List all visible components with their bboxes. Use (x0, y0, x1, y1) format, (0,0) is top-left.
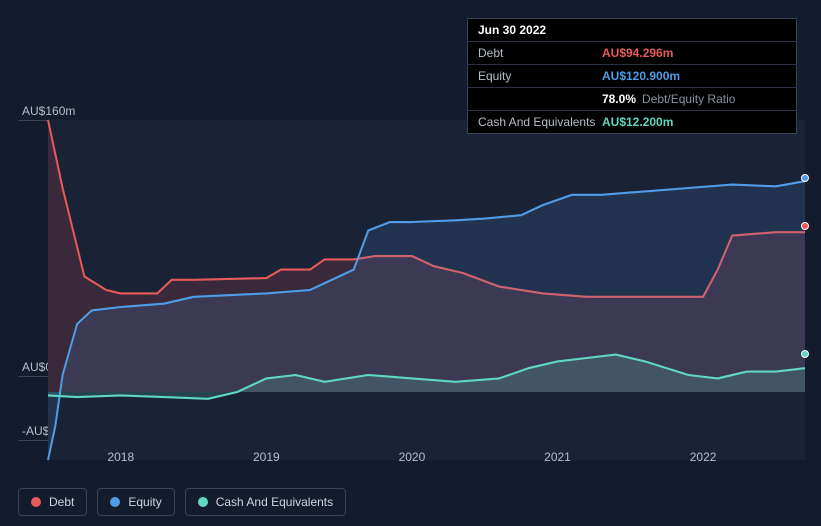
legend-swatch (198, 497, 208, 507)
legend-item[interactable]: Cash And Equivalents (185, 488, 346, 516)
tooltip-extra: Debt/Equity Ratio (642, 92, 735, 106)
series-end-marker (801, 222, 809, 230)
series-end-marker (801, 350, 809, 358)
series-end-marker (801, 174, 809, 182)
legend-swatch (110, 497, 120, 507)
legend-label: Equity (128, 495, 161, 509)
tooltip-row: Cash And Equivalents AU$12.200m (468, 111, 796, 133)
x-axis-label: 2021 (544, 450, 571, 464)
x-axis-label: 2018 (107, 450, 134, 464)
tooltip-label (478, 92, 602, 106)
x-axis-label: 2019 (253, 450, 280, 464)
legend-item[interactable]: Debt (18, 488, 87, 516)
chart-plot-area (18, 120, 805, 460)
chart-tooltip: Jun 30 2022 Debt AU$94.296m Equity AU$12… (467, 18, 797, 134)
tooltip-label: Debt (478, 46, 602, 60)
tooltip-value: AU$12.200m (602, 115, 673, 129)
tooltip-date: Jun 30 2022 (478, 23, 546, 37)
tooltip-value: 78.0% (602, 92, 636, 106)
tooltip-label: Equity (478, 69, 602, 83)
legend-label: Cash And Equivalents (216, 495, 333, 509)
tooltip-row: 78.0% Debt/Equity Ratio (468, 88, 796, 111)
x-axis-label: 2020 (399, 450, 426, 464)
tooltip-value: AU$120.900m (602, 69, 680, 83)
legend-label: Debt (49, 495, 74, 509)
tooltip-value: AU$94.296m (602, 46, 673, 60)
y-axis-label: AU$160m (22, 104, 75, 118)
tooltip-label: Cash And Equivalents (478, 115, 602, 129)
tooltip-row: Debt AU$94.296m (468, 42, 796, 65)
chart-legend: Debt Equity Cash And Equivalents (18, 488, 346, 516)
legend-swatch (31, 497, 41, 507)
tooltip-row: Equity AU$120.900m (468, 65, 796, 88)
x-axis-label: 2022 (690, 450, 717, 464)
legend-item[interactable]: Equity (97, 488, 174, 516)
